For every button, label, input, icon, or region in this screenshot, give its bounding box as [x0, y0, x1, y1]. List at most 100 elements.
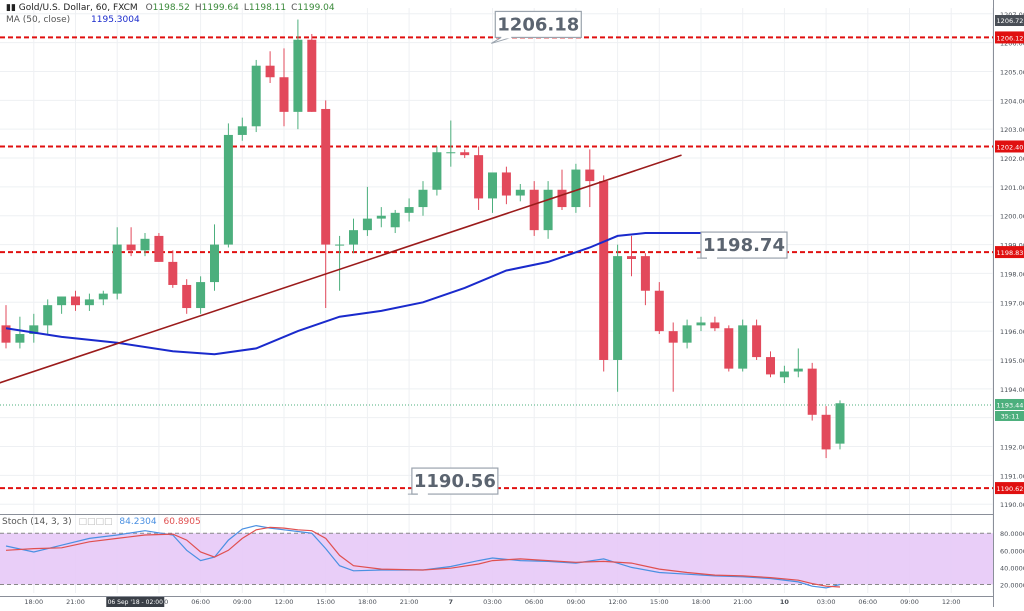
candle-body — [821, 414, 831, 450]
stoch-line-k — [5, 524, 841, 589]
candle-body — [210, 244, 219, 283]
callout-label: 1206.18 — [497, 14, 579, 35]
ohlc-l: L1198.11 — [243, 3, 287, 13]
time-tick-label: 15:00 — [650, 598, 669, 606]
candle-body — [682, 325, 692, 343]
ma-line — [5, 232, 785, 356]
level-axis-tag — [995, 140, 1024, 153]
price-tick-label: 1198.00 — [1000, 270, 1024, 278]
candle-body — [488, 172, 497, 199]
ohlc-c: C1199.04 — [291, 3, 335, 13]
price-tick-label: 1197.00 — [1000, 299, 1024, 307]
candle-body — [279, 77, 289, 112]
candle-body — [418, 189, 428, 208]
candle-body — [362, 218, 372, 231]
candle-body — [585, 169, 595, 182]
price-tick-label: 1204.00 — [1000, 97, 1024, 105]
stoch-tick-label: 60.0000 — [1000, 547, 1024, 555]
candle-body — [182, 284, 192, 309]
time-tick-label: 09:00 — [900, 598, 919, 606]
candle-body — [668, 331, 678, 343]
candle-body — [599, 181, 609, 360]
time-tick-label: 18:00 — [358, 598, 377, 606]
candle-body — [835, 403, 845, 444]
stoch-d-value: 60.8905 — [163, 517, 201, 527]
candle-body — [29, 325, 39, 335]
time-tick-label: 18:00 — [24, 598, 43, 606]
time-tick-label: 06:00 — [858, 598, 877, 606]
ma-legend-label: MA (50, close) — [6, 15, 71, 25]
price-tick-label: 1200.00 — [1000, 213, 1024, 221]
candle-body — [307, 39, 317, 112]
stoch-settings-icons[interactable]: □□□□ — [78, 517, 113, 527]
ma-legend-value: 1195.3004 — [91, 15, 140, 25]
current-price-label: 1193.44 — [997, 401, 1024, 409]
price-tick-label: 1194.00 — [1000, 386, 1024, 394]
time-axis: 18:0021:00603:0006:0009:0012:0015:0018:0… — [24, 597, 961, 607]
time-tick-label: 10 — [780, 598, 790, 606]
candle-body — [557, 189, 567, 208]
candle-body — [335, 244, 345, 246]
time-tick-label: 21:00 — [66, 598, 85, 606]
candle-body — [1, 325, 11, 343]
candle-body — [126, 244, 136, 251]
time-tick-label: 18:00 — [692, 598, 711, 606]
candle-body — [793, 368, 803, 372]
candle-body — [71, 296, 80, 306]
time-tick-label: 06:00 — [525, 598, 544, 606]
symbol-title: Gold/U.S. Dollar, 60, FXCM — [18, 3, 138, 13]
candle-body — [640, 256, 650, 291]
trendline-group — [0, 154, 682, 384]
candle-body — [779, 371, 789, 378]
price-tick-label: 1199.00 — [1000, 242, 1024, 250]
candle-body — [515, 189, 525, 196]
price-tick-label: 1206.00 — [1000, 40, 1024, 48]
chart-type-icon: ▮▮ — [6, 3, 16, 13]
level-axis-tag — [995, 482, 1024, 495]
time-tick-label: 15:00 — [316, 598, 335, 606]
callout-box — [700, 231, 788, 259]
candle-body — [196, 282, 206, 309]
callout-label: 1198.74 — [703, 235, 785, 256]
time-tick-label: 12:00 — [608, 598, 627, 606]
stoch-legend-label: Stoch (14, 3, 3) — [2, 517, 72, 527]
stochastic-panel — [0, 524, 993, 589]
time-tick-label: 21:00 — [733, 598, 752, 606]
callout-box — [411, 467, 499, 495]
candle-body — [390, 212, 400, 228]
price-axis-bg — [994, 0, 1024, 607]
price-tick-label: 1205.00 — [1000, 68, 1024, 76]
candle-body — [766, 357, 775, 375]
level-axis-label: 1202.40 — [997, 143, 1024, 151]
top-price-label: 1206.72 — [997, 17, 1024, 25]
trendline — [0, 154, 682, 384]
candle-body — [627, 256, 636, 259]
candle-body — [140, 238, 150, 251]
candle-body — [446, 152, 456, 154]
countdown-label: 35:11 — [1001, 412, 1020, 420]
candle-body — [98, 293, 108, 300]
time-tick-label: 21:00 — [400, 598, 419, 606]
candle-body — [543, 189, 553, 231]
candle-body — [112, 244, 122, 294]
candle-body — [404, 207, 414, 213]
candle-body — [696, 322, 706, 326]
crosshair-time-tag — [106, 597, 165, 607]
time-tick-label: 12:00 — [275, 598, 294, 606]
candle-body — [43, 305, 53, 326]
candle-body — [237, 126, 247, 135]
candle-body — [529, 189, 539, 231]
candle-body — [571, 169, 581, 208]
candle-body — [613, 256, 623, 360]
candle-body — [223, 134, 233, 245]
candle-body — [474, 155, 484, 199]
candle-body — [251, 65, 261, 127]
candle-body — [501, 172, 511, 196]
stoch-tick-label: 20.0000 — [1000, 581, 1024, 589]
candle-body — [738, 325, 748, 369]
stoch-tick-label: 40.0000 — [1000, 564, 1024, 572]
level-axis-label: 1198.83 — [997, 249, 1024, 257]
